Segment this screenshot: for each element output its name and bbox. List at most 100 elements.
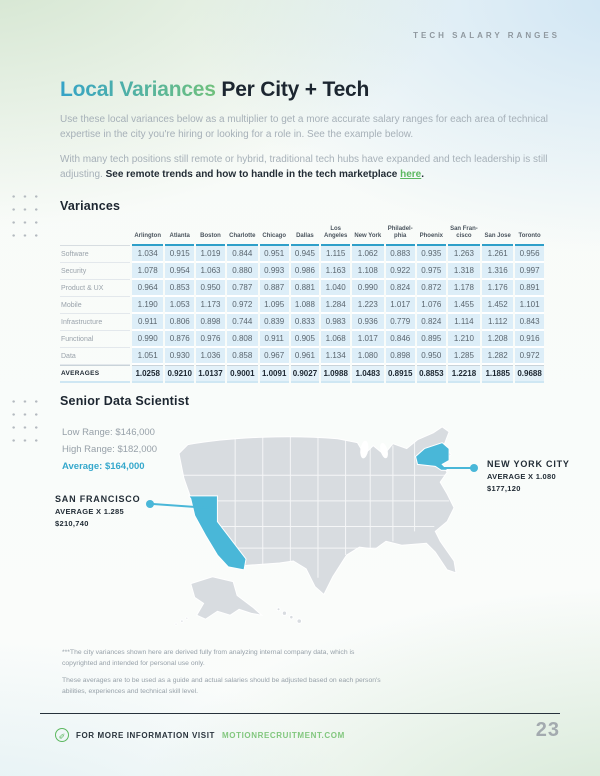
value-cell: 1.1885 <box>482 365 514 384</box>
column-header: Dallas <box>290 226 320 247</box>
value-cell: 0.935 <box>416 246 446 264</box>
value-cell: 1.284 <box>321 297 351 315</box>
value-cell: 1.455 <box>447 297 481 315</box>
value-cell: 0.891 <box>515 280 544 298</box>
table-row: Mobile 1.190 1.053 1.173 0.972 1.095 1.088 1.28… <box>60 297 544 315</box>
callout-city: NEW YORK CITY <box>487 459 570 469</box>
value-cell: 0.967 <box>259 348 289 366</box>
column-header: Chicago <box>259 226 289 247</box>
page-title-rest: Per City + Tech <box>215 78 370 101</box>
value-cell: 0.858 <box>226 348 258 366</box>
page-title-accent: Local Variances <box>60 78 216 101</box>
footnotes: ***The city variances shown here are der… <box>62 648 382 697</box>
value-cell: 0.898 <box>196 314 225 332</box>
value-cell: 1.062 <box>352 246 384 264</box>
value-cell: 1.063 <box>196 263 225 281</box>
dot-grid-decoration <box>6 393 40 443</box>
value-cell: 1.263 <box>447 246 481 264</box>
value-cell: 0.945 <box>290 246 320 264</box>
row-label: Product & UX <box>60 280 130 298</box>
footer-link[interactable]: MOTIONRECRUITMENT.COM <box>222 730 345 740</box>
value-cell: 1.017 <box>385 297 415 315</box>
california-state-highlight <box>187 495 247 571</box>
example-heading: Senior Data Scientist <box>60 394 190 408</box>
value-cell: 0.9001 <box>226 365 258 384</box>
table-row: Functional 0.990 0.876 0.976 0.808 0.911 0.905… <box>60 331 544 349</box>
callout-san-francisco: SAN FRANCISCO AVERAGE X 1.285 $210,740 <box>55 494 140 528</box>
value-cell: 0.9210 <box>165 365 195 384</box>
value-cell: 1.0483 <box>352 365 384 384</box>
callout-dot-new-york <box>470 464 478 472</box>
value-cell: 1.223 <box>352 297 384 315</box>
hawaii-island <box>296 618 303 624</box>
us-map <box>168 420 464 629</box>
row-label: Functional <box>60 331 130 349</box>
intro-paragraph-2: With many tech positions still remote or… <box>60 152 565 182</box>
value-cell: 0.853 <box>165 280 195 298</box>
lake-michigan <box>360 440 369 459</box>
value-cell: 0.950 <box>196 280 225 298</box>
value-cell: 1.051 <box>132 348 164 366</box>
contiguous-us-shape <box>178 426 457 596</box>
value-cell: 0.954 <box>165 263 195 281</box>
value-cell: 1.176 <box>482 280 514 298</box>
value-cell: 1.210 <box>447 331 481 349</box>
value-cell: 0.922 <box>385 263 415 281</box>
value-cell: 0.956 <box>515 246 544 264</box>
value-cell: 1.019 <box>196 246 225 264</box>
value-cell: 0.916 <box>515 331 544 349</box>
value-cell: 0.844 <box>226 246 258 264</box>
value-cell: 0.930 <box>165 348 195 366</box>
value-cell: 1.115 <box>321 246 351 264</box>
value-cell: 1.088 <box>290 297 320 315</box>
value-cell: 1.163 <box>321 263 351 281</box>
lake-huron <box>380 442 388 459</box>
pencil-icon: ✎ <box>55 728 69 742</box>
value-cell: 0.872 <box>416 280 446 298</box>
value-cell: 1.285 <box>447 348 481 366</box>
table-row: Data 1.051 0.930 1.036 0.858 0.967 0.961 1.134 1… <box>60 348 544 366</box>
variances-heading: Variances <box>60 199 121 213</box>
value-cell: 1.0137 <box>196 365 225 384</box>
callout-salary: $210,740 <box>55 519 89 528</box>
callout-multiplier: AVERAGE X 1.080 <box>487 472 556 481</box>
value-cell: 0.911 <box>132 314 164 332</box>
value-cell: 1.108 <box>352 263 384 281</box>
footer-text: FOR MORE INFORMATION VISIT <box>76 730 216 740</box>
averages-row: AVERAGES 1.0258 0.9210 1.0137 0.9001 1.0091 0.… <box>60 365 544 384</box>
value-cell: 0.846 <box>385 331 415 349</box>
value-cell: 0.972 <box>515 348 544 366</box>
high-range: High Range: $182,000 <box>62 444 158 455</box>
column-header: Philadel- phia <box>385 226 415 247</box>
row-label: Software <box>60 246 130 264</box>
value-cell: 0.880 <box>226 263 258 281</box>
value-cell: 0.8915 <box>385 365 415 384</box>
page-number: 23 <box>535 719 560 741</box>
value-cell: 0.881 <box>290 280 320 298</box>
row-label: Data <box>60 348 130 366</box>
aleutian-island <box>185 616 189 620</box>
value-cell: 1.2218 <box>447 365 481 384</box>
column-header: Atlanta <box>165 226 195 247</box>
here-link[interactable]: here <box>400 169 422 180</box>
value-cell: 1.0091 <box>259 365 289 384</box>
table-header-row: Arlington Atlanta Boston Charlotte Chicago Da… <box>60 226 544 247</box>
value-cell: 0.787 <box>226 280 258 298</box>
value-cell: 1.112 <box>482 314 514 332</box>
value-cell: 0.839 <box>259 314 289 332</box>
column-header: Los Angeles <box>321 226 351 247</box>
alaska-shape <box>190 576 264 620</box>
table-row: Infrastructure 0.911 0.806 0.898 0.744 0.839 0… <box>60 314 544 332</box>
value-cell: 0.993 <box>259 263 289 281</box>
value-cell: 0.983 <box>321 314 351 332</box>
hawaii-island <box>289 614 294 620</box>
value-cell: 1.0988 <box>321 365 351 384</box>
table-row: Software 1.034 0.915 1.019 0.844 0.951 0.945 1.… <box>60 246 544 264</box>
column-header: Boston <box>196 226 225 247</box>
value-cell: 1.068 <box>321 331 351 349</box>
label-column-header <box>60 226 130 247</box>
hawaii-island <box>281 610 288 616</box>
column-header: Phoenix <box>416 226 446 247</box>
value-cell: 1.0258 <box>132 365 164 384</box>
